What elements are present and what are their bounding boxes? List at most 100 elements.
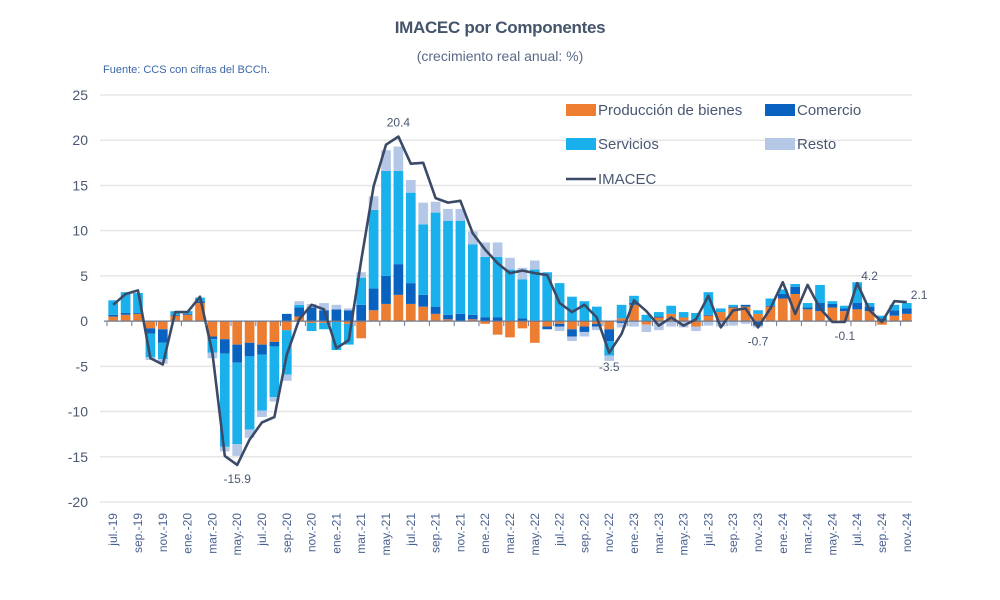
bar-produccion [579,321,590,327]
bar-produccion [889,315,900,322]
bar-servicios [455,220,466,314]
bar-produccion [777,298,788,322]
bar-servicios [244,356,255,430]
bar-comercio [418,294,429,307]
bar-servicios [765,298,776,306]
bar-resto [319,303,329,311]
bar-produccion [480,321,491,324]
y-tick-label: 0 [80,313,88,329]
bar-comercio [182,313,193,315]
bar-comercio [740,304,751,307]
x-tick-label: may.-20 [230,513,244,556]
bar-servicios [269,346,280,398]
legend: Producción de bienes Comercio Servicios Res… [566,102,861,188]
imacec-line-path [112,135,907,467]
bar-comercio [852,303,863,310]
bar-servicios [430,212,441,307]
bar-produccion [629,304,639,322]
bar-resto [666,321,677,327]
bar-resto [567,336,577,342]
data-label: 20.4 [387,116,411,130]
x-tick-label: may.-22 [528,513,542,556]
bar-resto [244,429,255,438]
y-axis-ticks: 25 20 15 10 5 0 -5 -10 -15 -20 [68,87,88,510]
chart-title: IMACEC por Componentes [394,18,606,37]
annotations: 20.4 -15.9 -3.5 -0.7 -0.1 4.2 2.1 [224,116,928,486]
x-tick-label: mar.-20 [205,513,219,554]
bar-produccion [839,311,850,322]
bar-comercio [393,264,404,295]
bar-comercio [430,306,441,314]
x-tick-label: jul.-21 [404,513,418,547]
legend-swatch-comercio [765,104,795,116]
bar-resto [591,326,602,331]
bar-produccion [678,317,689,322]
bar-servicios [145,333,156,358]
x-tick-label: mar.-24 [801,513,815,554]
bar-comercio [269,341,280,347]
legend-label-imacec: IMACEC [598,171,657,188]
bar-servicios [157,342,168,360]
bar-servicios [889,304,900,311]
bar-produccion [591,321,602,324]
bar-produccion [343,321,354,324]
bar-servicios [877,315,887,319]
x-tick-label: nov.-24 [900,513,914,552]
bar-produccion [740,306,751,322]
bar-produccion [319,321,329,323]
bar-produccion [170,315,181,322]
bar-produccion [852,309,863,322]
bar-comercio [777,293,788,299]
bar-servicios [567,296,577,322]
bar-produccion [381,303,391,322]
bar-produccion [901,313,912,322]
x-tick-label: ene.-20 [181,513,195,554]
bar-servicios [591,306,602,322]
bar-resto [232,444,243,456]
chart-subtitle: (crecimiento real anual: %) [416,48,584,64]
bar-produccion [120,314,131,322]
bar-comercio [790,286,801,294]
bar-comercio [356,304,367,322]
bar-produccion [195,303,205,322]
bar-servicios [505,269,515,321]
bar-comercio [517,318,528,322]
bar-comercio [232,344,243,363]
bar-produccion [827,307,838,322]
data-label: 2.1 [911,288,928,302]
bar-produccion [232,321,243,345]
legend-swatch-produccion [566,104,596,116]
y-tick-label: -5 [76,358,89,374]
x-tick-label: may.-21 [379,513,393,556]
data-label: -0.1 [834,329,855,343]
bar-servicios [653,312,664,317]
bar-servicios [641,314,652,322]
bar-comercio [319,310,329,322]
bar-resto [356,272,367,278]
bar-resto [381,150,391,171]
bar-servicios [604,341,615,356]
bar-produccion [306,321,317,323]
bar-comercio [120,312,131,315]
bar-resto [492,242,503,257]
bar-servicios [207,339,218,353]
x-tick-label: jul.-24 [850,513,864,547]
x-tick-label: nov.-22 [602,513,616,552]
bar-comercio [257,344,267,355]
x-tick-label: mar.-22 [503,513,517,554]
bar-servicios [815,284,825,304]
bar-resto [343,308,354,311]
bar-servicios [368,209,379,289]
x-tick-label: ene.-22 [478,513,492,554]
bar-comercio [443,314,453,320]
bar-servicios [901,303,912,309]
bar-comercio [157,329,168,343]
bar-produccion [753,313,763,322]
y-tick-label: 20 [72,132,88,148]
bar-comercio [839,308,850,312]
bar-servicios [852,282,863,304]
bar-resto [455,208,466,221]
bar-comercio [480,317,491,322]
x-tick-label: nov.-21 [453,513,467,552]
